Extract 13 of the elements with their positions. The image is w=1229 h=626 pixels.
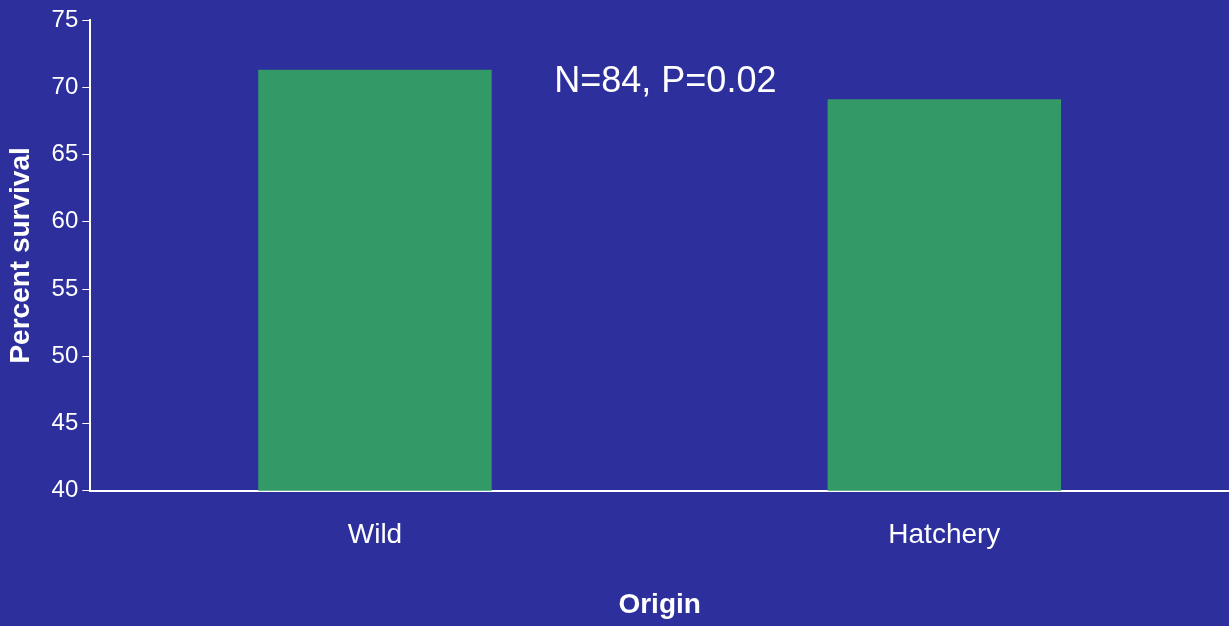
y-tick-label: 75: [51, 4, 79, 32]
x-axis-title: Origin: [618, 587, 701, 619]
y-tick-label: 70: [51, 71, 79, 99]
y-tick-label: 50: [51, 340, 79, 368]
x-tick-label: Wild: [347, 518, 403, 550]
y-axis-title: Percent survival: [3, 147, 35, 364]
y-tick-label: 40: [51, 475, 79, 503]
x-tick-label: Hatchery: [888, 518, 1001, 550]
y-tick-label: 65: [51, 139, 79, 167]
y-tick-label: 55: [51, 273, 79, 301]
y-tick-label: 60: [51, 206, 79, 234]
annotation: N=84, P=0.02: [554, 58, 777, 100]
y-tick-label: 45: [51, 408, 79, 436]
